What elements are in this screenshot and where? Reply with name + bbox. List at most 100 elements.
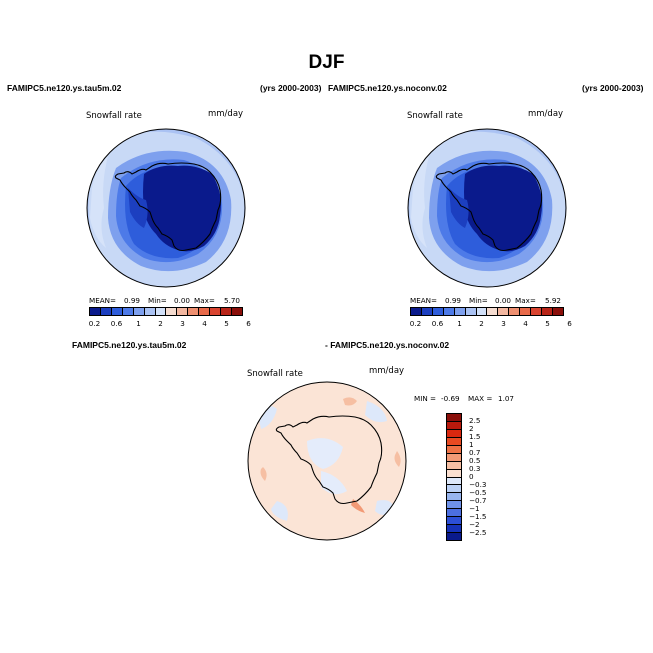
page-title: DJF (308, 52, 345, 73)
colorbar-tick-label: 1 (136, 319, 141, 328)
colorbar-box (447, 453, 461, 462)
right-mean-value: 0.99 (445, 296, 462, 305)
colorbar-box (221, 308, 232, 315)
colorbar-box (520, 308, 532, 315)
colorbar-box (210, 308, 222, 315)
colorbar-tick-label: −1.5 (469, 512, 487, 521)
colorbar-tick-label: 0.2 (88, 319, 101, 328)
left-polar-map (86, 128, 246, 288)
colorbar-box (509, 308, 521, 315)
colorbar-box (476, 308, 488, 315)
colorbar-box (100, 308, 112, 315)
colorbar-box (447, 421, 461, 430)
colorbar-box (122, 308, 134, 315)
colorbar-tick-label: −2.5 (469, 528, 487, 537)
colorbar-box (411, 308, 422, 315)
diff-max-label: MAX = (468, 394, 493, 403)
diff-min-label: MIN = (414, 394, 437, 403)
colorbar-tick-label: 5 (224, 319, 229, 328)
colorbar-box (144, 308, 156, 315)
diff-case-b: - FAMIPC5.ne120.ys.noconv.02 (325, 340, 450, 350)
colorbar-box (498, 308, 510, 315)
colorbar-tick-label: −0.5 (469, 488, 487, 497)
colorbar-box (166, 308, 178, 315)
left-colorbar (89, 307, 243, 316)
left-years: (yrs 2000-2003) (260, 83, 322, 93)
colorbar-box (90, 308, 101, 315)
diff-colorbar (446, 413, 462, 541)
colorbar-box (447, 437, 461, 446)
colorbar-box (447, 477, 461, 486)
colorbar-box (447, 517, 461, 526)
left-max-label: Max= (194, 296, 215, 305)
left-mean-label: MEAN= (89, 296, 117, 305)
colorbar-box (447, 533, 461, 540)
colorbar-box (188, 308, 200, 315)
colorbar-tick-label: 0.6 (431, 319, 444, 328)
left-max-value: 5.70 (224, 296, 241, 305)
colorbar-box (111, 308, 123, 315)
right-variable-label: Snowfall rate (407, 111, 463, 121)
colorbar-box (447, 501, 461, 510)
left-variable-label: Snowfall rate (86, 111, 142, 121)
colorbar-tick-label: 0.5 (469, 456, 481, 465)
colorbar-tick-label: 3 (501, 319, 506, 328)
diff-case-a: FAMIPC5.ne120.ys.tau5m.02 (72, 340, 187, 350)
colorbar-box (487, 308, 499, 315)
colorbar-tick-label: −2 (469, 520, 480, 529)
right-polar-map (407, 128, 567, 288)
diff-polar-map (247, 381, 407, 541)
colorbar-box (447, 485, 461, 494)
colorbar-tick-label: 1 (469, 440, 474, 449)
diff-variable-label: Snowfall rate (247, 369, 303, 379)
colorbar-box (542, 308, 553, 315)
right-colorbar (410, 307, 564, 316)
colorbar-box (443, 308, 455, 315)
colorbar-box (432, 308, 444, 315)
colorbar-box (447, 461, 461, 470)
colorbar-box (447, 414, 461, 422)
colorbar-tick-label: 0.7 (469, 448, 481, 457)
colorbar-box (447, 429, 461, 438)
colorbar-tick-label: −1 (469, 504, 480, 513)
right-units-label: mm/day (528, 109, 564, 119)
colorbar-box (454, 308, 466, 315)
colorbar-box (177, 308, 189, 315)
right-min-label: Min= (469, 296, 488, 305)
colorbar-tick-label: 2 (158, 319, 163, 328)
right-case-name: FAMIPC5.ne120.ys.noconv.02 (328, 83, 447, 93)
colorbar-tick-label: 0.2 (409, 319, 422, 328)
colorbar-box (447, 469, 461, 478)
colorbar-tick-label: 4 (523, 319, 528, 328)
colorbar-tick-label: −0.3 (469, 480, 487, 489)
colorbar-tick-label: −0.7 (469, 496, 487, 505)
colorbar-tick-label: 1.5 (469, 432, 481, 441)
right-min-value: 0.00 (495, 296, 512, 305)
colorbar-box (447, 493, 461, 502)
colorbar-box (447, 445, 461, 454)
colorbar-tick-label: 0.6 (110, 319, 123, 328)
colorbar-tick-label: 4 (202, 319, 207, 328)
colorbar-box (552, 308, 563, 315)
colorbar-tick-label: 3 (180, 319, 185, 328)
colorbar-box (155, 308, 167, 315)
colorbar-box (465, 308, 477, 315)
colorbar-tick-label: 0.3 (469, 464, 481, 473)
colorbar-box (447, 509, 461, 518)
colorbar-tick-label: 1 (457, 319, 462, 328)
colorbar-tick-label: 6 (246, 319, 251, 328)
colorbar-box (421, 308, 433, 315)
right-years: (yrs 2000-2003) (582, 83, 644, 93)
left-min-value: 0.00 (174, 296, 191, 305)
colorbar-box (531, 308, 543, 315)
colorbar-tick-label: 0 (469, 472, 474, 481)
right-max-label: Max= (515, 296, 536, 305)
colorbar-tick-label: 6 (567, 319, 572, 328)
colorbar-box (199, 308, 211, 315)
colorbar-tick-label: 2 (479, 319, 484, 328)
right-mean-label: MEAN= (410, 296, 438, 305)
colorbar-box (447, 525, 461, 534)
left-min-label: Min= (148, 296, 167, 305)
left-units-label: mm/day (208, 109, 244, 119)
